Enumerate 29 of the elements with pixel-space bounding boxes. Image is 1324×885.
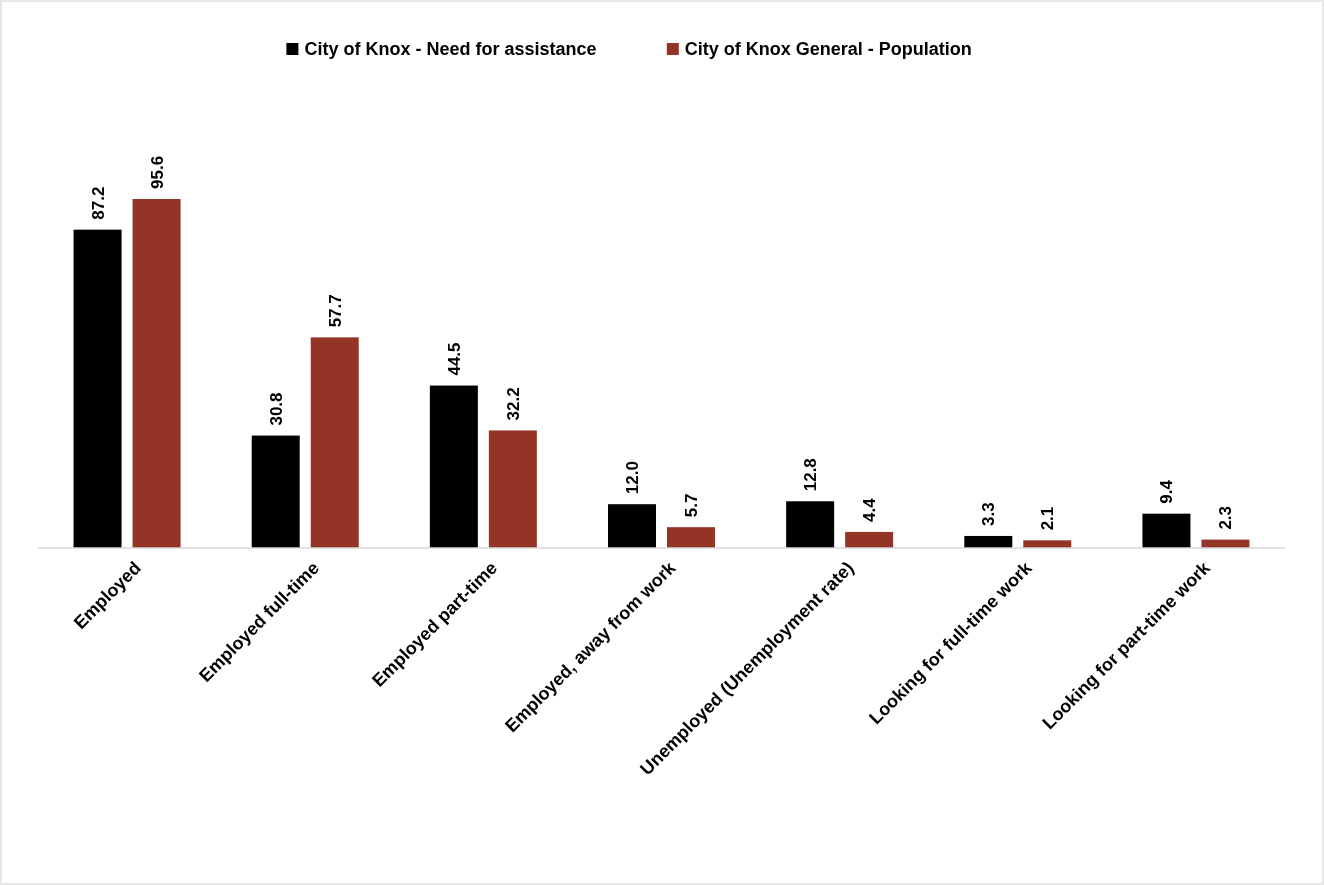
bar (1023, 540, 1072, 548)
bar (667, 527, 715, 548)
bar (73, 229, 122, 548)
bar (786, 501, 835, 548)
bar (429, 385, 478, 548)
bar (132, 199, 181, 548)
data-label: 3.3 (979, 502, 999, 526)
data-label: 2.1 (1038, 506, 1058, 531)
bar (488, 430, 537, 548)
data-label: 44.5 (444, 342, 464, 376)
bar (964, 535, 1013, 548)
data-label: 87.2 (88, 186, 108, 220)
legend-label: City of Knox General - Population (684, 38, 972, 59)
data-label: 12.0 (623, 461, 642, 495)
data-label: 95.6 (147, 155, 167, 189)
data-label: 12.8 (801, 458, 821, 492)
data-label: 4.4 (860, 497, 880, 522)
bar (845, 531, 894, 548)
bar (1142, 513, 1191, 548)
data-label: 2.3 (1216, 505, 1236, 530)
data-label: 57.7 (325, 294, 345, 328)
data-label: 30.8 (266, 392, 286, 426)
legend-label: City of Knox - Need for assistance (304, 38, 597, 59)
bar (310, 337, 359, 548)
bar (251, 435, 300, 548)
data-label: 9.4 (1157, 479, 1177, 504)
data-label: 5.7 (682, 493, 701, 518)
bar (608, 504, 656, 548)
data-label: 32.2 (503, 387, 523, 421)
